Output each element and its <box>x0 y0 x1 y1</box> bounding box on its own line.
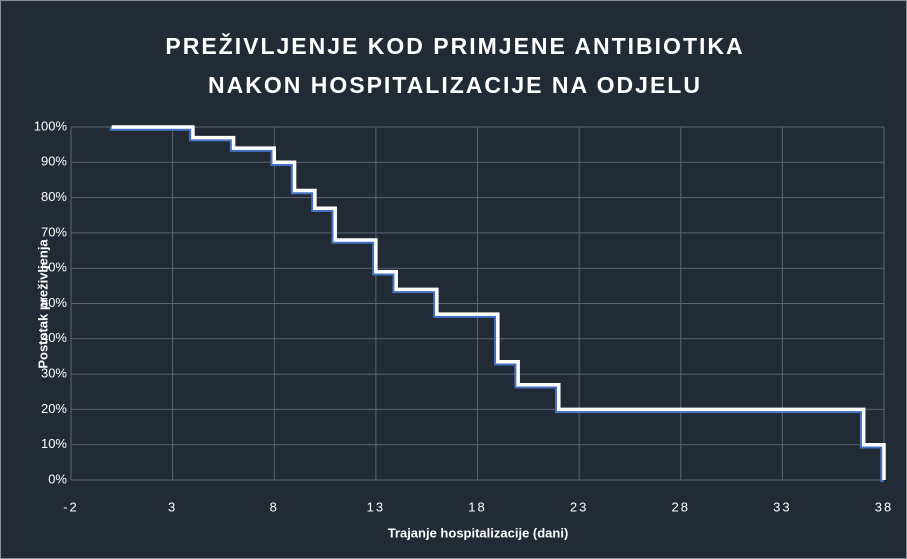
chart-title: PREŽIVLJENJE KOD PRIMJENE ANTIBIOTIKA <box>165 32 744 59</box>
x-tick-label: 18 <box>468 499 486 514</box>
x-axis-label: Trajanje hospitalizacije (dani) <box>388 525 569 540</box>
y-tick-label: 40% <box>41 330 67 345</box>
chart-title: NAKON HOSPITALIZACIJE NA ODJELU <box>208 72 702 98</box>
y-tick-label: 30% <box>41 366 67 381</box>
y-axis-label: Postotak preživljenja <box>35 239 50 369</box>
y-tick-label: 50% <box>41 295 67 310</box>
x-tick-label: 3 <box>168 499 177 514</box>
y-tick-label: 10% <box>41 436 67 451</box>
y-tick-label: 70% <box>41 224 67 239</box>
y-tick-label: 20% <box>41 401 67 416</box>
x-tick-label: 33 <box>773 499 791 514</box>
x-tick-label: 13 <box>367 499 385 514</box>
y-tick-label: 90% <box>41 154 67 169</box>
y-tick-label: 100% <box>34 118 68 133</box>
step-line <box>111 125 886 480</box>
y-tick-label: 0% <box>48 471 67 486</box>
x-tick-label: 8 <box>270 499 279 514</box>
y-tick-label: 60% <box>41 260 67 275</box>
y-tick-label: 80% <box>41 189 67 204</box>
x-tick-label: -2 <box>63 499 79 514</box>
x-tick-label: 23 <box>570 499 588 514</box>
x-tick-label: 28 <box>672 499 690 514</box>
x-tick-label: 38 <box>875 499 893 514</box>
step-line-shadow <box>109 127 884 482</box>
